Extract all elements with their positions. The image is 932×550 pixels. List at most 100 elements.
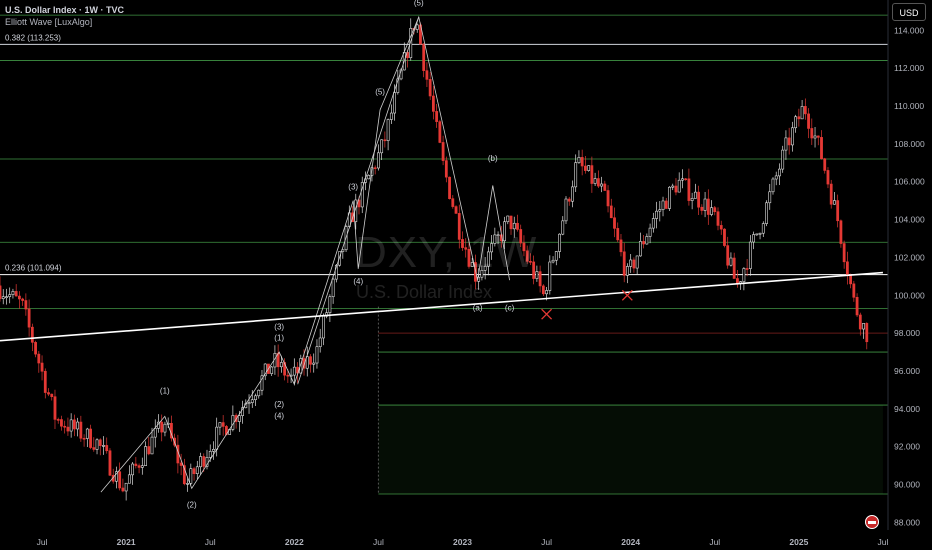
candle-body (820, 137, 823, 160)
candle-body (690, 198, 694, 201)
candle-body (658, 209, 662, 212)
candle-body (218, 422, 222, 428)
cross-mark (621, 289, 633, 301)
candle-body (92, 447, 96, 450)
x-tick-label: 2022 (285, 537, 304, 547)
candle-body (538, 271, 542, 287)
candle-body (687, 178, 691, 201)
chart-title: U.S. Dollar Index · 1W · TVC (5, 5, 125, 15)
candle-body (816, 135, 820, 138)
candle-body (441, 142, 445, 161)
y-tick-label: 88.000 (894, 517, 920, 527)
candle-body (606, 190, 610, 207)
candle-body (18, 295, 21, 300)
candle-body (457, 213, 461, 240)
candle-body (66, 426, 70, 432)
candle-body (483, 265, 487, 271)
candle-body (179, 462, 183, 466)
y-tick-label: 104.000 (894, 215, 925, 225)
candle-body (842, 243, 846, 263)
candle-body (279, 362, 283, 368)
candle-body (862, 323, 865, 330)
wave-label: (3) (274, 322, 284, 331)
candle-body (619, 239, 623, 253)
candle-body (153, 428, 157, 438)
candle-body (373, 167, 377, 170)
candle-body (506, 215, 510, 223)
x-tick-label: 2024 (621, 537, 640, 547)
candle-body (729, 257, 733, 266)
candle-body (580, 157, 584, 167)
candle-body (247, 402, 251, 405)
candle-body (318, 337, 322, 348)
indicator-label[interactable]: Elliott Wave [LuxAlgo] (5, 17, 93, 27)
wave-label: (5) (414, 0, 424, 8)
candle-body (24, 300, 28, 310)
candle-body (182, 465, 186, 485)
candle-body (541, 285, 545, 295)
candle-body (208, 451, 212, 458)
candle-body (845, 261, 849, 276)
x-tick-label: Jul (878, 537, 889, 547)
candle-body (215, 426, 219, 450)
candle-body (470, 262, 474, 267)
x-tick-label: 2021 (117, 537, 136, 547)
candle-body (27, 308, 31, 328)
candle-body (108, 450, 112, 476)
candle-body (79, 421, 83, 439)
candle-body (85, 428, 89, 439)
candle-body (684, 178, 688, 181)
candle-body (784, 137, 788, 151)
candle-body (632, 259, 636, 269)
candle-body (11, 291, 15, 295)
candle-body (609, 205, 613, 219)
candle-body (522, 242, 526, 252)
candle-body (95, 439, 99, 450)
candle-body (140, 465, 144, 468)
candle-body (800, 106, 804, 120)
y-tick-label: 98.000 (894, 328, 920, 338)
candle-body (425, 70, 429, 80)
candle-body (700, 206, 704, 211)
candle-body (286, 374, 290, 377)
watermark-name: U.S. Dollar Index (356, 282, 493, 302)
candle-body (797, 116, 801, 120)
us-flag-icon[interactable] (865, 515, 879, 529)
candle-body (199, 456, 202, 468)
candle-body (519, 229, 523, 244)
wave-label: (3) (348, 182, 358, 191)
candle-body (8, 294, 12, 297)
candle-body (771, 178, 775, 193)
candle-body (454, 206, 458, 214)
candle-body (755, 233, 759, 236)
candle-body (63, 425, 67, 428)
x-tick-label: Jul (541, 537, 552, 547)
candle-body (422, 43, 426, 71)
candle-body (163, 423, 167, 433)
y-tick-label: 92.000 (894, 442, 920, 452)
candle-body (745, 268, 749, 270)
candle-body (742, 268, 746, 282)
y-tick-label: 94.000 (894, 404, 920, 414)
candle-body (626, 266, 629, 276)
currency-button[interactable]: USD (892, 3, 926, 21)
x-tick-label: Jul (373, 537, 384, 547)
candle-body (367, 175, 371, 180)
elliott-wave-path (100, 15, 510, 493)
candle-body (752, 234, 755, 243)
candle-body (37, 353, 41, 364)
wave-label: (5) (375, 88, 385, 97)
candle-body (357, 199, 361, 208)
candle-body (852, 283, 856, 298)
candle-body (706, 198, 710, 215)
candle-body (34, 342, 37, 355)
candle-body (668, 186, 671, 209)
candle-body (82, 437, 86, 440)
candle-body (263, 363, 267, 377)
candle-body (551, 259, 555, 263)
candle-body (677, 179, 681, 193)
candle-body (186, 483, 189, 485)
candle-body (509, 215, 513, 230)
candle-body (642, 241, 646, 245)
